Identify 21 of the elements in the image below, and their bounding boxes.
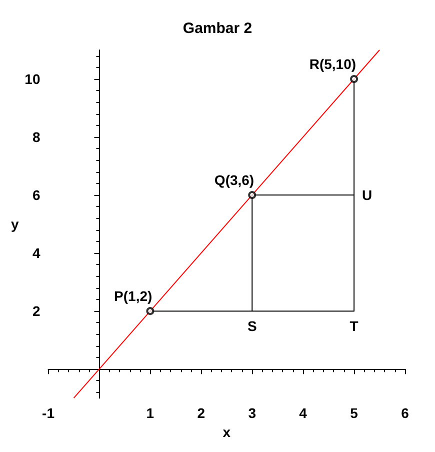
annotation: U <box>362 187 372 204</box>
y-axis-title: y <box>10 216 19 232</box>
x-tick-label: -1 <box>42 405 55 422</box>
x-tick-label: 6 <box>401 405 410 422</box>
y-tick-label: 6 <box>32 187 40 204</box>
x-tick-label: 3 <box>248 405 256 422</box>
annotation: Q(3,6) <box>214 172 254 188</box>
x-tick-label: 4 <box>299 405 308 422</box>
annotation: P(1,2) <box>114 288 152 304</box>
annotation: T <box>350 318 359 334</box>
chart-title: Gambar 2 <box>182 20 252 37</box>
x-tick-label: 1 <box>146 405 154 422</box>
x-tick-label: 5 <box>350 405 358 422</box>
annotation: R(5,10) <box>309 56 356 72</box>
x-axis-title: x <box>222 424 231 440</box>
x-tick-label: 2 <box>197 405 206 422</box>
y-tick-label: 4 <box>32 245 40 262</box>
y-tick-label: 10 <box>24 71 40 88</box>
annotation: S <box>247 318 257 334</box>
y-tick-label: 2 <box>32 303 40 320</box>
y-tick-label: 8 <box>32 129 40 146</box>
